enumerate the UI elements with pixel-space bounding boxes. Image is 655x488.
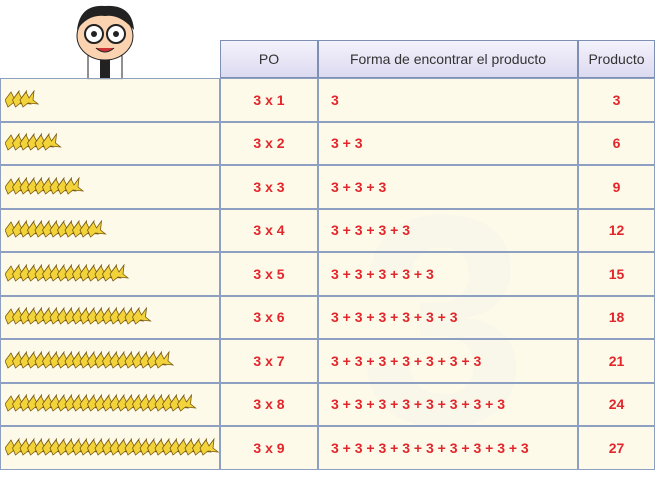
table-cell: 3 x 4: [220, 208, 318, 252]
page: {"watermark": "3", "table": {"header": […: [0, 5, 655, 470]
table-cell: 3 x 8: [220, 382, 318, 426]
bird-icons: [5, 89, 40, 108]
table-cell: 27: [578, 426, 655, 470]
table-cell: 3 + 3 + 3 + 3 + 3 + 3 + 3: [318, 339, 578, 383]
table-cell: 3 + 3 + 3 + 3: [318, 208, 578, 252]
table-cell: 3 x 2: [220, 121, 318, 165]
table-cell: 18: [578, 295, 655, 339]
table-cell: 3: [578, 78, 655, 122]
bird-icons: [5, 437, 219, 456]
table-cell: 3: [318, 78, 578, 122]
table-cell: 3 + 3 + 3 + 3 + 3 + 3: [318, 295, 578, 339]
icon-cell: [0, 382, 220, 426]
table-cell: 3 x 1: [220, 78, 318, 122]
icon-cell: [0, 426, 220, 470]
icon-cell: [0, 121, 220, 165]
table-cell: 24: [578, 382, 655, 426]
icon-cell: [0, 339, 220, 383]
table-cell: 9: [578, 165, 655, 209]
icon-cell: [0, 295, 220, 339]
icon-cell: [0, 165, 220, 209]
table-cell: 3 x 5: [220, 252, 318, 296]
icon-cell: [0, 252, 220, 296]
table-cell: 3 x 6: [220, 295, 318, 339]
bird-icons: [5, 350, 175, 369]
bird-icons: [5, 263, 130, 282]
header-cell: Producto: [578, 40, 655, 78]
table-cell: 3 + 3 + 3 + 3 + 3 + 3 + 3 + 3 + 3: [318, 426, 578, 470]
icon-cell: [0, 208, 220, 252]
table-cell: 3 + 3 + 3 + 3 + 3 + 3 + 3 + 3: [318, 382, 578, 426]
bird-icons: [5, 220, 107, 238]
table-cell: 12: [578, 208, 655, 252]
bird-icons: [5, 133, 62, 151]
table-cell: 3 + 3 + 3: [318, 165, 578, 209]
bird-icons: [5, 394, 197, 412]
header-cell: PO: [220, 40, 318, 78]
icon-cell: [0, 78, 220, 122]
table-cell: 15: [578, 252, 655, 296]
table-cell: 3 x 9: [220, 426, 318, 470]
cartoon-boy: [76, 5, 134, 80]
bird-icons: [5, 307, 152, 325]
table-cell: 6: [578, 121, 655, 165]
header-cell: Forma de encontrar el producto: [318, 40, 578, 78]
table-cell: 3 x 7: [220, 339, 318, 383]
table-cell: 21: [578, 339, 655, 383]
table-cell: 3 + 3: [318, 121, 578, 165]
table-cell: 3 + 3 + 3 + 3 + 3: [318, 252, 578, 296]
table-cell: 3 x 3: [220, 165, 318, 209]
bird-icons: [5, 176, 85, 195]
